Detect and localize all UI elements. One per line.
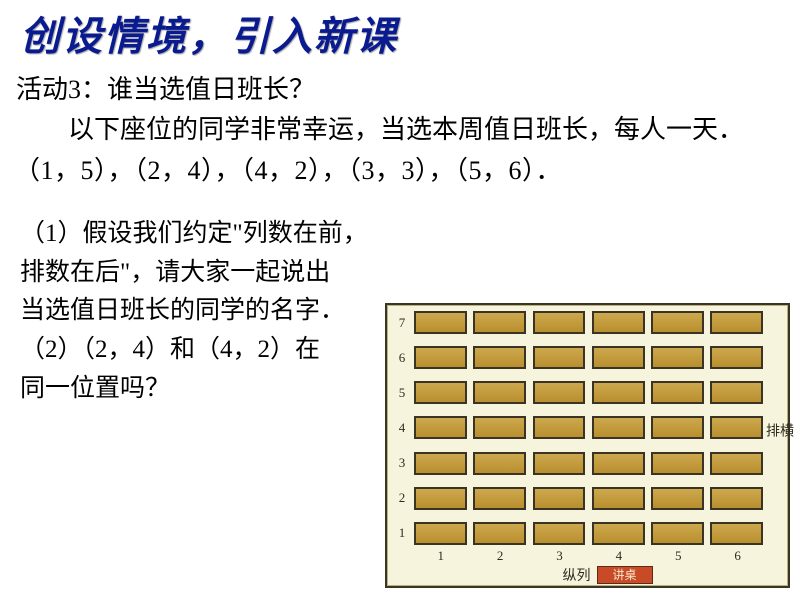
question-2-line-1: （2）（2，4）和（4，2）在 [20,331,378,370]
desk [651,311,704,334]
desk [533,487,586,510]
seat-row: 2 [395,487,780,510]
podium: 讲桌 [597,566,653,584]
desk [592,522,645,545]
desk [651,416,704,439]
column-label: 1 [414,548,467,564]
desk [651,346,704,369]
desk [414,346,467,369]
desk [592,381,645,404]
seat-row: 5 [395,381,780,404]
desk [414,416,467,439]
desk [710,311,763,334]
desk [533,416,586,439]
desk [473,416,526,439]
activity-heading: 活动3：谁当选值日班长？ [0,70,794,110]
desk [533,381,586,404]
bottom-band: 纵列 讲桌 [395,565,780,585]
page-title: 创设情境，引入新课 [0,0,794,62]
desk [651,522,704,545]
desk [592,416,645,439]
question-1-line-2: 排数在后"，请大家一起说出 [20,254,378,293]
desk [592,311,645,334]
desk [533,311,586,334]
seat-grid: 7 6 5 4 3 2 1 [395,311,780,545]
desk [473,311,526,334]
seat-row: 6 [395,346,780,369]
column-label: 2 [474,548,527,564]
desk [414,452,467,475]
desk [473,346,526,369]
desk [592,452,645,475]
desk [710,381,763,404]
row-label: 1 [395,525,409,541]
desk [592,487,645,510]
desk [533,522,586,545]
desk [710,452,763,475]
desk [710,522,763,545]
desk [710,487,763,510]
side-label-pai: 排 [764,423,779,437]
row-label: 2 [395,490,409,506]
seat-row: 4 [395,416,780,439]
desk [592,346,645,369]
row-label: 6 [395,350,409,366]
column-label: 6 [711,548,764,564]
desk [414,311,467,334]
column-label: 3 [533,548,586,564]
seat-row: 1 [395,522,780,545]
activity-description: 以下座位的同学非常幸运，当选本周值日班长，每人一天． [0,110,794,150]
question-1-line-1: （1）假设我们约定"列数在前， [20,215,378,254]
seating-chart: 横 排 7654321 123456 纵列 讲桌 [385,303,790,588]
bottom-vertical-label: 纵列 [563,565,591,585]
desk [473,452,526,475]
row-label: 4 [395,420,409,436]
desk [414,487,467,510]
seat-row: 3 [395,452,780,475]
questions-block: （1）假设我们约定"列数在前， 排数在后"，请大家一起说出 当选值日班长的同学的… [0,215,378,409]
desk [473,381,526,404]
desk [473,487,526,510]
column-label: 4 [592,548,645,564]
desk [533,346,586,369]
column-label: 5 [652,548,705,564]
desk [414,522,467,545]
question-1-line-3: 当选值日班长的同学的名字． [20,292,378,331]
desk [651,487,704,510]
row-label: 7 [395,315,409,331]
column-labels-row: 123456 [395,548,780,564]
row-label: 5 [395,385,409,401]
question-2-line-2: 同一位置吗？ [20,370,378,409]
desk [651,452,704,475]
row-label: 3 [395,455,409,471]
desk [533,452,586,475]
desk [651,381,704,404]
desk [414,381,467,404]
seat-row: 7 [395,311,780,334]
coordinate-list: （1，5），（2，4），（4，2），（3，3），（5，6）． [0,151,794,191]
desk [710,416,763,439]
side-label-horizontal-row: 横 排 [764,423,792,437]
desk [710,346,763,369]
desk [473,522,526,545]
side-label-hang: 横 [778,423,793,437]
